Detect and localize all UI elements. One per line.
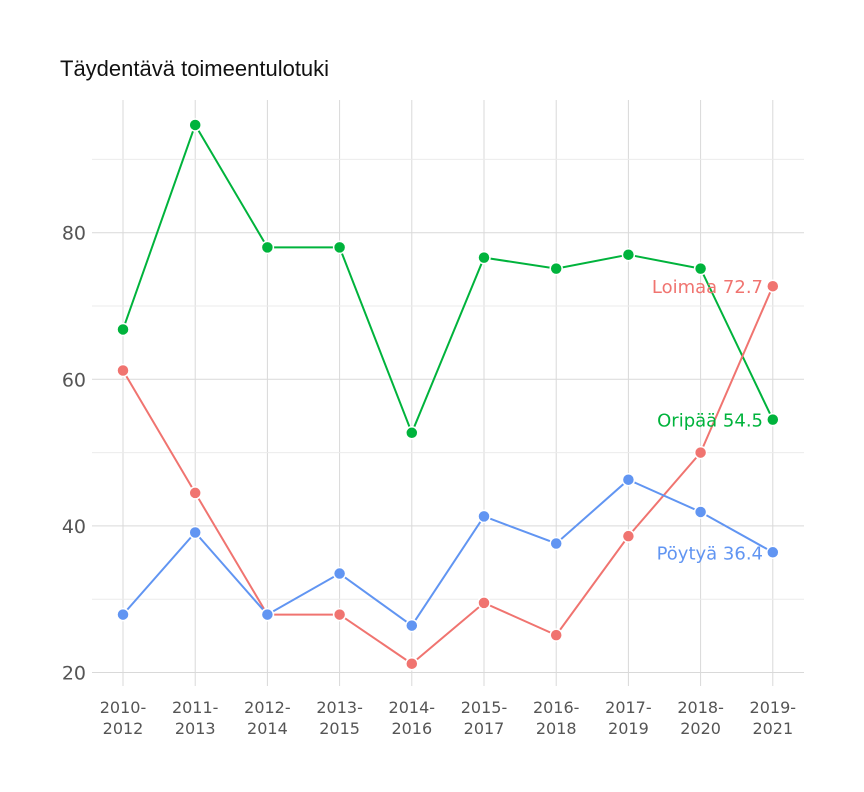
- x-tick-label: 2016- 2018: [533, 698, 580, 738]
- x-tick-label-line: 2015-: [461, 698, 508, 717]
- x-tick-label-line: 2019: [608, 719, 649, 738]
- data-point-p-yty-: [621, 472, 636, 487]
- x-tick-label: 2013- 2015: [316, 698, 363, 738]
- series-end-label-loimaa: Loimaa 72.7: [652, 277, 763, 298]
- data-point-p-yty-: [693, 505, 708, 519]
- x-tick-label: 2015- 2017: [461, 698, 508, 738]
- x-tick-label-line: 2010-: [100, 698, 147, 717]
- label-layer: Oripää 54.5 Loimaa 72.7 Pöytyä 36.4: [652, 277, 763, 564]
- x-tick-label-line: 2020: [680, 719, 721, 738]
- series-line-orip-: [122, 122, 774, 436]
- y-tick-label: 80: [62, 223, 86, 245]
- x-tick-label: 2018- 2020: [677, 698, 724, 738]
- data-point-p-yty-: [116, 607, 130, 622]
- series-line-loimaa: [122, 285, 774, 665]
- y-tick-label: 20: [62, 663, 86, 685]
- data-point-loimaa: [549, 628, 563, 642]
- x-tick-label: 2011- 2013: [172, 698, 219, 738]
- x-tick-label: 2017- 2019: [605, 698, 652, 738]
- data-point-loimaa: [116, 363, 130, 378]
- data-point-orip-: [260, 240, 275, 255]
- x-tick-label-line: 2012: [103, 719, 144, 738]
- data-point-orip-: [188, 118, 202, 132]
- x-tick-label-line: 2017-: [605, 698, 652, 717]
- data-point-loimaa: [693, 445, 708, 460]
- y-tick-label: 40: [62, 516, 86, 538]
- data-point-p-yty-: [405, 618, 419, 633]
- data-point-loimaa: [477, 596, 491, 610]
- x-tick-label-line: 2013-: [316, 698, 363, 717]
- data-point-p-yty-: [332, 566, 347, 581]
- y-tick-label: 60: [62, 369, 86, 391]
- data-point-orip-: [332, 240, 347, 255]
- data-point-orip-: [766, 412, 780, 427]
- grid-layer: [92, 100, 804, 686]
- x-tick-label-line: 2012-: [244, 698, 291, 717]
- data-point-p-yty-: [549, 536, 563, 551]
- data-point-p-yty-: [477, 509, 491, 524]
- x-tick-label-line: 2011-: [172, 698, 219, 717]
- series-layer: [116, 118, 780, 671]
- data-point-p-yty-: [766, 545, 780, 560]
- data-point-orip-: [477, 250, 491, 265]
- data-point-p-yty-: [260, 607, 275, 622]
- x-tick-label-line: 2017: [464, 719, 505, 738]
- axis-layer: 20 40 60 80 2010- 2012 2011- 2013 2012- 2014 2013-…: [62, 223, 796, 738]
- x-tick-label-line: 2016: [391, 719, 432, 738]
- x-tick-label-line: 2019-: [750, 698, 797, 717]
- x-tick-label-line: 2018-: [677, 698, 724, 717]
- x-tick-label: 2012- 2014: [244, 698, 291, 738]
- data-point-p-yty-: [188, 525, 202, 540]
- x-tick-label-line: 2016-: [533, 698, 580, 717]
- x-tick-label: 2010- 2012: [100, 698, 147, 738]
- x-tick-label-line: 2021: [752, 719, 793, 738]
- x-tick-label-line: 2015: [319, 719, 360, 738]
- data-point-loimaa: [621, 529, 636, 543]
- data-point-orip-: [116, 322, 130, 337]
- data-point-loimaa: [332, 607, 347, 622]
- data-point-orip-: [549, 261, 563, 276]
- series-end-label-p-yty-: Pöytyä 36.4: [657, 543, 763, 564]
- x-tick-label-line: 2013: [175, 719, 216, 738]
- data-point-loimaa: [188, 486, 202, 500]
- data-point-orip-: [693, 261, 708, 276]
- x-tick-label-line: 2014: [247, 719, 288, 738]
- data-point-loimaa: [766, 279, 780, 293]
- series-end-label-orip-: Oripää 54.5: [657, 411, 763, 432]
- x-tick-label: 2014- 2016: [389, 698, 436, 738]
- x-tick-label: 2019- 2021: [750, 698, 797, 738]
- data-point-orip-: [405, 426, 419, 440]
- x-tick-label-line: 2018: [536, 719, 577, 738]
- chart-title: Täydentävä toimeentulotuki: [60, 56, 330, 81]
- data-point-loimaa: [405, 656, 419, 671]
- x-tick-label-line: 2014-: [389, 698, 436, 717]
- series-line-p-yty-: [122, 478, 774, 628]
- data-point-orip-: [621, 247, 636, 262]
